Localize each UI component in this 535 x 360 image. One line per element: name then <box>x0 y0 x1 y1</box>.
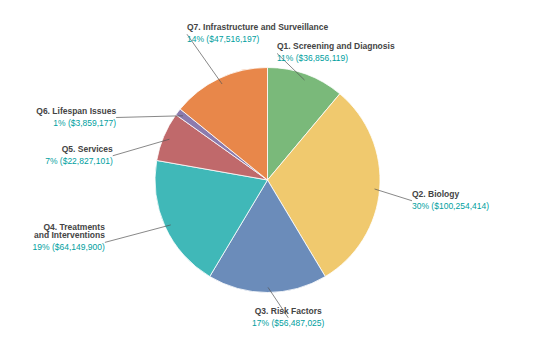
svg-text:11% ($36,856,119): 11% ($36,856,119) <box>277 53 348 63</box>
svg-text:Q5. Services: Q5. Services <box>62 144 113 154</box>
svg-text:7% ($22,827,101): 7% ($22,827,101) <box>45 156 113 166</box>
svg-text:30% ($100,254,414): 30% ($100,254,414) <box>412 201 489 211</box>
svg-text:1% ($3,859,177): 1% ($3,859,177) <box>53 118 116 128</box>
svg-text:Q6. Lifespan Issues: Q6. Lifespan Issues <box>36 106 116 116</box>
svg-text:Q2. Biology: Q2. Biology <box>412 189 460 199</box>
svg-text:17% ($56,487,025): 17% ($56,487,025) <box>252 318 324 328</box>
svg-text:Q3. Risk Factors: Q3. Risk Factors <box>255 306 322 316</box>
svg-text:19% ($64,149,900): 19% ($64,149,900) <box>33 242 105 252</box>
svg-text:Q4. Treatmentsand Intervention: Q4. Treatmentsand Interventions <box>34 222 105 241</box>
svg-text:14% ($47,516,197): 14% ($47,516,197) <box>187 34 259 44</box>
svg-text:Q1. Screening and Diagnosis: Q1. Screening and Diagnosis <box>277 41 395 51</box>
svg-text:Q7. Infrastructure and Surveil: Q7. Infrastructure and Surveillance <box>187 22 329 32</box>
